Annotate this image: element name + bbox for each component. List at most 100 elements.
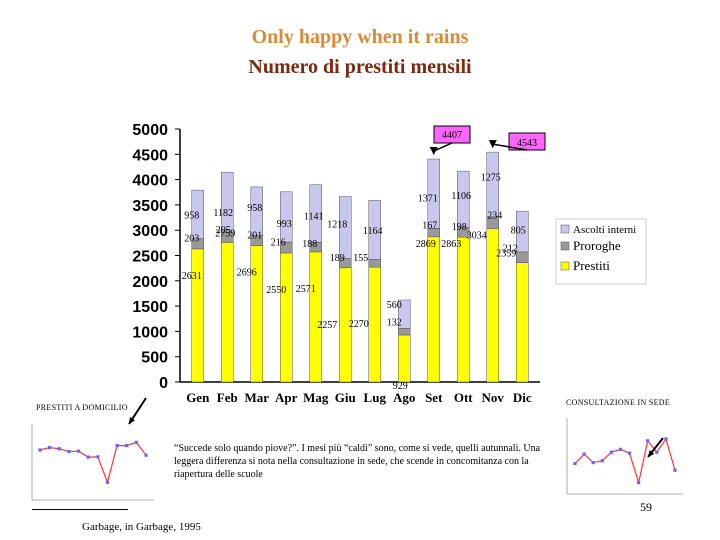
data-label-proroghe: 212 [503, 243, 518, 254]
mini-point [76, 449, 81, 453]
data-label-ascolti: 805 [511, 226, 526, 237]
data-label-proroghe: 188 [302, 239, 317, 250]
data-label-ascolti: 1106 [451, 191, 471, 202]
mini-point [637, 481, 641, 485]
bar-prestiti [427, 236, 440, 383]
mini-point [134, 440, 138, 444]
x-tick-label: Nov [482, 390, 505, 405]
mini-point [144, 453, 148, 457]
data-label-prestiti: 2863 [441, 239, 461, 250]
mini-point [115, 443, 119, 448]
legend-label: Ascolti interni [573, 224, 636, 236]
legend-swatch [560, 241, 570, 251]
bar-proroghe [398, 328, 411, 336]
y-tick-label: 0 [159, 375, 168, 392]
mini-point [609, 450, 613, 454]
data-label-ascolti: 1182 [213, 208, 233, 219]
data-label-proroghe: 205 [216, 225, 231, 236]
mini-point [618, 447, 623, 451]
bar-prestiti [221, 242, 234, 383]
legend-box [555, 218, 647, 285]
bar-ascolti-interni [221, 171, 234, 233]
x-tick-label: Apr [275, 390, 298, 405]
mini-point [86, 455, 90, 459]
mini-arrowhead [129, 417, 135, 424]
bar-ascolti-interni [516, 210, 529, 253]
mini-point [57, 447, 61, 451]
y-tick-label: 1000 [132, 324, 168, 341]
data-label-proroghe: 234 [487, 211, 502, 222]
data-label-ascolti: 1164 [363, 226, 383, 237]
data-label-prestiti: 3034 [467, 230, 487, 241]
title-line-2: Numero di prestiti mensili [248, 56, 472, 78]
x-tick-label: Ago [393, 390, 415, 405]
y-tick-label: 2000 [132, 274, 168, 291]
data-label-ascolti: 560 [387, 300, 402, 311]
data-label-prestiti: 2869 [416, 239, 436, 250]
x-tick-label: Ott [454, 390, 473, 405]
callout-arrowhead [488, 140, 497, 149]
bar-ascolti-interni [457, 170, 470, 228]
y-tick-label: 1500 [132, 299, 168, 316]
legend-swatch [560, 224, 570, 234]
bar-ascolti-interni [250, 186, 263, 236]
data-label-prestiti: 2631 [182, 271, 202, 282]
mini-series-line [39, 441, 147, 485]
data-label-ascolti: 958 [184, 210, 199, 221]
mini-point [673, 468, 677, 472]
data-label-ascolti: 1275 [481, 172, 501, 183]
legend-swatch [560, 261, 570, 271]
mini-point [105, 480, 110, 484]
credit-divider [32, 509, 128, 510]
title-line-1: Only happy when it rains [251, 26, 469, 48]
y-tick-label: 3500 [132, 198, 168, 215]
y-tick-label: 2500 [132, 249, 168, 266]
x-tick-label: Set [425, 390, 443, 405]
callout-arrow [433, 142, 453, 152]
mini-point [600, 459, 604, 463]
bar-prestiti [309, 251, 322, 383]
y-tick-label: 4000 [132, 173, 168, 190]
bar-prestiti [398, 334, 411, 383]
y-tick-label: 3000 [132, 223, 168, 240]
bar-prestiti [516, 262, 529, 383]
bar-prestiti [368, 266, 381, 383]
y-tick-label: 4500 [132, 147, 168, 164]
mini-point [96, 455, 100, 459]
data-label-ascolti: 993 [277, 219, 292, 230]
bar-ascolti-interni [368, 200, 381, 260]
bar-ascolti-interni [191, 189, 204, 239]
quote-text: “Succede solo quando piove?”. I mesi più… [174, 443, 541, 480]
bar-proroghe [368, 259, 381, 268]
data-label-ascolti: 1218 [327, 219, 347, 230]
credit-text: Garbage, in Garbage, 1995 [82, 521, 201, 533]
data-label-proroghe: 216 [271, 238, 286, 249]
mini-point [627, 451, 632, 455]
bar-ascolti-interni [486, 151, 499, 217]
page-number: 59 [640, 500, 652, 514]
mini-series-line [574, 437, 676, 485]
bar-prestiti [250, 245, 263, 383]
x-tick-label: Feb [217, 390, 238, 405]
bar-ascolti-interni [309, 184, 322, 243]
data-label-proroghe: 189 [330, 253, 345, 264]
mini-point [655, 450, 659, 454]
bar-prestiti [280, 252, 293, 383]
data-label-proroghe: 203 [184, 234, 199, 245]
mini-point [664, 437, 668, 441]
bar-ascolti-interni [398, 299, 411, 329]
x-tick-label: Mar [244, 390, 269, 405]
data-label-ascolti: 1141 [304, 212, 324, 223]
data-label-prestiti: 2696 [237, 268, 257, 279]
mini-point [582, 452, 586, 456]
x-tick-label: Mag [303, 390, 329, 405]
mini-chart-title: CONSULTAZIONE IN SEDE [566, 398, 670, 407]
mini-point [646, 439, 650, 443]
data-label-proroghe: 155 [353, 253, 368, 264]
callout-arrow [492, 143, 528, 151]
legend-label: Prestiti [573, 258, 610, 273]
y-tick-label: 500 [141, 350, 168, 367]
mini-point [67, 449, 71, 454]
y-tick-label: 5000 [132, 122, 168, 139]
